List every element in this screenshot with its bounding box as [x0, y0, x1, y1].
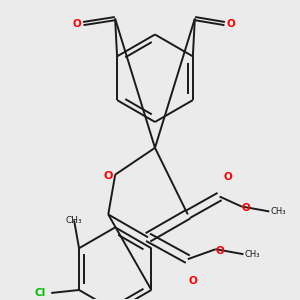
Text: O: O: [103, 171, 112, 181]
Text: O: O: [242, 203, 250, 213]
Text: CH₃: CH₃: [245, 250, 260, 259]
Text: O: O: [223, 172, 232, 182]
Text: CH₃: CH₃: [66, 216, 83, 225]
Text: O: O: [72, 19, 81, 28]
Text: O: O: [216, 246, 224, 256]
Text: O: O: [188, 276, 197, 286]
Text: CH₃: CH₃: [271, 207, 286, 216]
Text: Cl: Cl: [34, 288, 46, 298]
Text: O: O: [227, 19, 236, 28]
